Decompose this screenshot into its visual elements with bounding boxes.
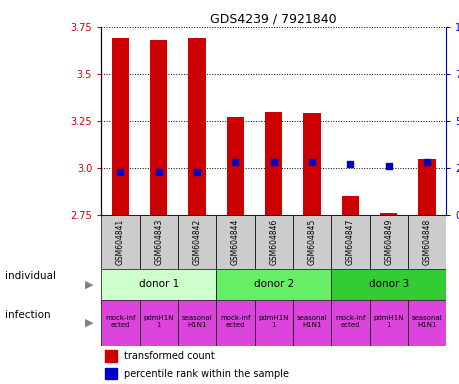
Bar [139, 300, 178, 346]
Bar [150, 40, 167, 215]
Bar [101, 300, 139, 346]
Bar [101, 215, 139, 269]
Bar [112, 38, 129, 215]
Bar [330, 300, 369, 346]
Bar [216, 269, 330, 300]
Bar [254, 215, 292, 269]
Text: GSM604841: GSM604841 [116, 219, 124, 265]
Text: mock-inf
ected: mock-inf ected [335, 315, 365, 328]
Bar [407, 300, 445, 346]
Bar [341, 196, 358, 215]
Bar [254, 300, 292, 346]
Text: donor 1: donor 1 [138, 279, 179, 289]
Text: individual: individual [5, 271, 56, 281]
Bar [379, 213, 397, 215]
Text: pdmH1N
1: pdmH1N 1 [143, 315, 174, 328]
Bar [330, 269, 445, 300]
Text: donor 2: donor 2 [253, 279, 293, 289]
Text: mock-inf
ected: mock-inf ected [105, 315, 135, 328]
Text: GSM604848: GSM604848 [422, 219, 431, 265]
Bar [101, 269, 216, 300]
Bar [292, 300, 330, 346]
Text: donor 3: donor 3 [368, 279, 408, 289]
Point [384, 163, 392, 169]
Point [193, 169, 200, 175]
Bar [105, 350, 117, 362]
Bar [105, 368, 117, 379]
Bar [216, 300, 254, 346]
Bar [369, 215, 407, 269]
Text: GSM604845: GSM604845 [307, 219, 316, 265]
Text: pdmH1N
1: pdmH1N 1 [373, 315, 403, 328]
Point [422, 159, 430, 166]
Bar [303, 113, 320, 215]
Text: transformed count: transformed count [124, 351, 214, 361]
Bar [188, 38, 205, 215]
Text: seasonal
H1N1: seasonal H1N1 [181, 315, 212, 328]
Bar [264, 112, 282, 215]
Title: GDS4239 / 7921840: GDS4239 / 7921840 [210, 13, 336, 26]
Point [155, 169, 162, 175]
Text: GSM604846: GSM604846 [269, 219, 278, 265]
Bar [178, 300, 216, 346]
Text: infection: infection [5, 310, 50, 320]
Text: seasonal
H1N1: seasonal H1N1 [411, 315, 442, 328]
Bar [216, 215, 254, 269]
Text: ▶: ▶ [85, 318, 94, 328]
Text: ▶: ▶ [85, 279, 94, 289]
Bar [418, 159, 435, 215]
Bar [226, 117, 243, 215]
Point [346, 161, 353, 167]
Bar [139, 215, 178, 269]
Text: percentile rank within the sample: percentile rank within the sample [124, 369, 288, 379]
Bar [330, 215, 369, 269]
Text: mock-inf
ected: mock-inf ected [220, 315, 250, 328]
Bar [369, 300, 407, 346]
Point [308, 159, 315, 166]
Text: GSM604843: GSM604843 [154, 219, 163, 265]
Text: GSM604844: GSM604844 [230, 219, 239, 265]
Text: GSM604842: GSM604842 [192, 219, 201, 265]
Point [117, 169, 124, 175]
Point [231, 159, 239, 166]
Text: seasonal
H1N1: seasonal H1N1 [296, 315, 327, 328]
Text: GSM604849: GSM604849 [383, 219, 392, 265]
Bar [178, 215, 216, 269]
Point [269, 159, 277, 166]
Text: GSM604847: GSM604847 [345, 219, 354, 265]
Bar [407, 215, 445, 269]
Text: pdmH1N
1: pdmH1N 1 [258, 315, 288, 328]
Bar [292, 215, 330, 269]
